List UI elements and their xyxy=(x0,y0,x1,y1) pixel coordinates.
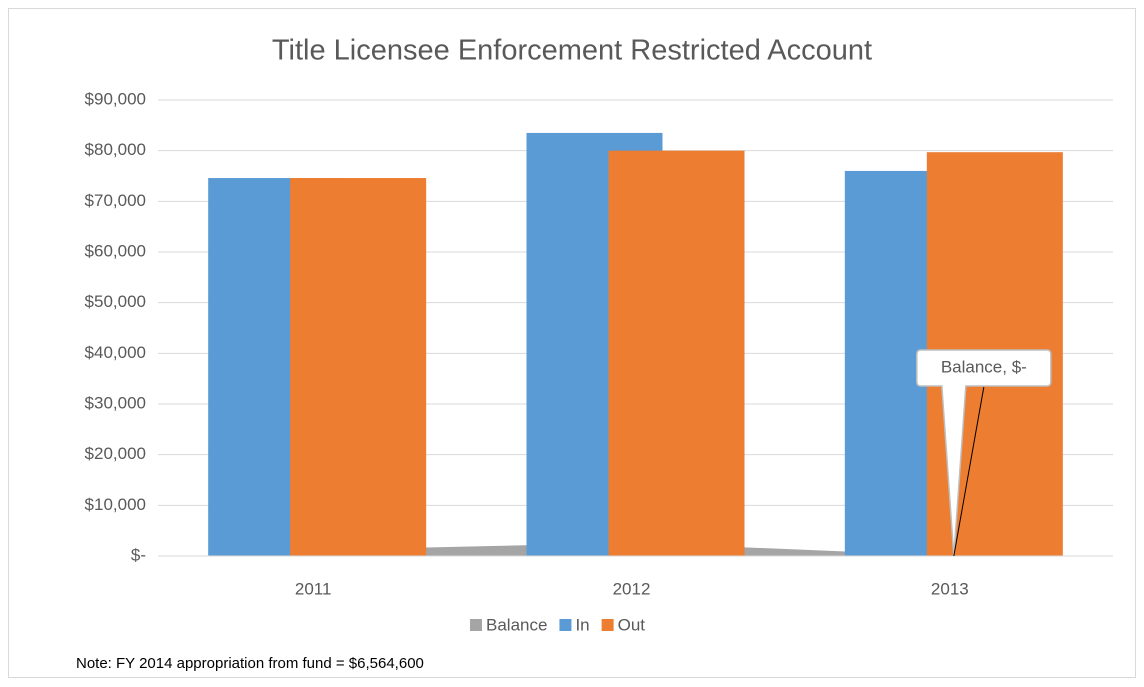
bar xyxy=(290,178,427,556)
y-tick-label: $20,000 xyxy=(85,444,146,463)
y-tick-label: $70,000 xyxy=(85,191,146,210)
y-tick-label: $60,000 xyxy=(85,241,146,260)
x-tick-label: 2012 xyxy=(613,579,651,598)
legend-swatch xyxy=(470,619,482,631)
leader-line xyxy=(953,386,985,557)
data-label: Balance, $- xyxy=(941,357,1027,376)
y-tick-label: $10,000 xyxy=(85,495,146,514)
y-tick-label: $40,000 xyxy=(85,343,146,362)
y-tick-label: $30,000 xyxy=(85,393,146,412)
chart-title: Title Licensee Enforcement Restricted Ac… xyxy=(272,35,872,67)
callout xyxy=(916,349,1052,557)
legend-label: Balance xyxy=(486,615,547,634)
x-tick-label: 2011 xyxy=(295,579,332,598)
legend-label: In xyxy=(575,615,589,634)
y-tick-label: $50,000 xyxy=(85,292,146,311)
legend-swatch xyxy=(559,619,572,631)
legend-swatch xyxy=(601,619,614,631)
y-tick-label: $80,000 xyxy=(85,140,146,159)
bar xyxy=(608,150,745,556)
y-tick-label: $- xyxy=(131,545,146,564)
x-tick-label: 2013 xyxy=(931,579,969,598)
y-tick-label: $90,000 xyxy=(85,89,146,108)
note: Note: FY 2014 appropriation from fund = … xyxy=(76,655,424,672)
legend-label: Out xyxy=(618,615,646,634)
